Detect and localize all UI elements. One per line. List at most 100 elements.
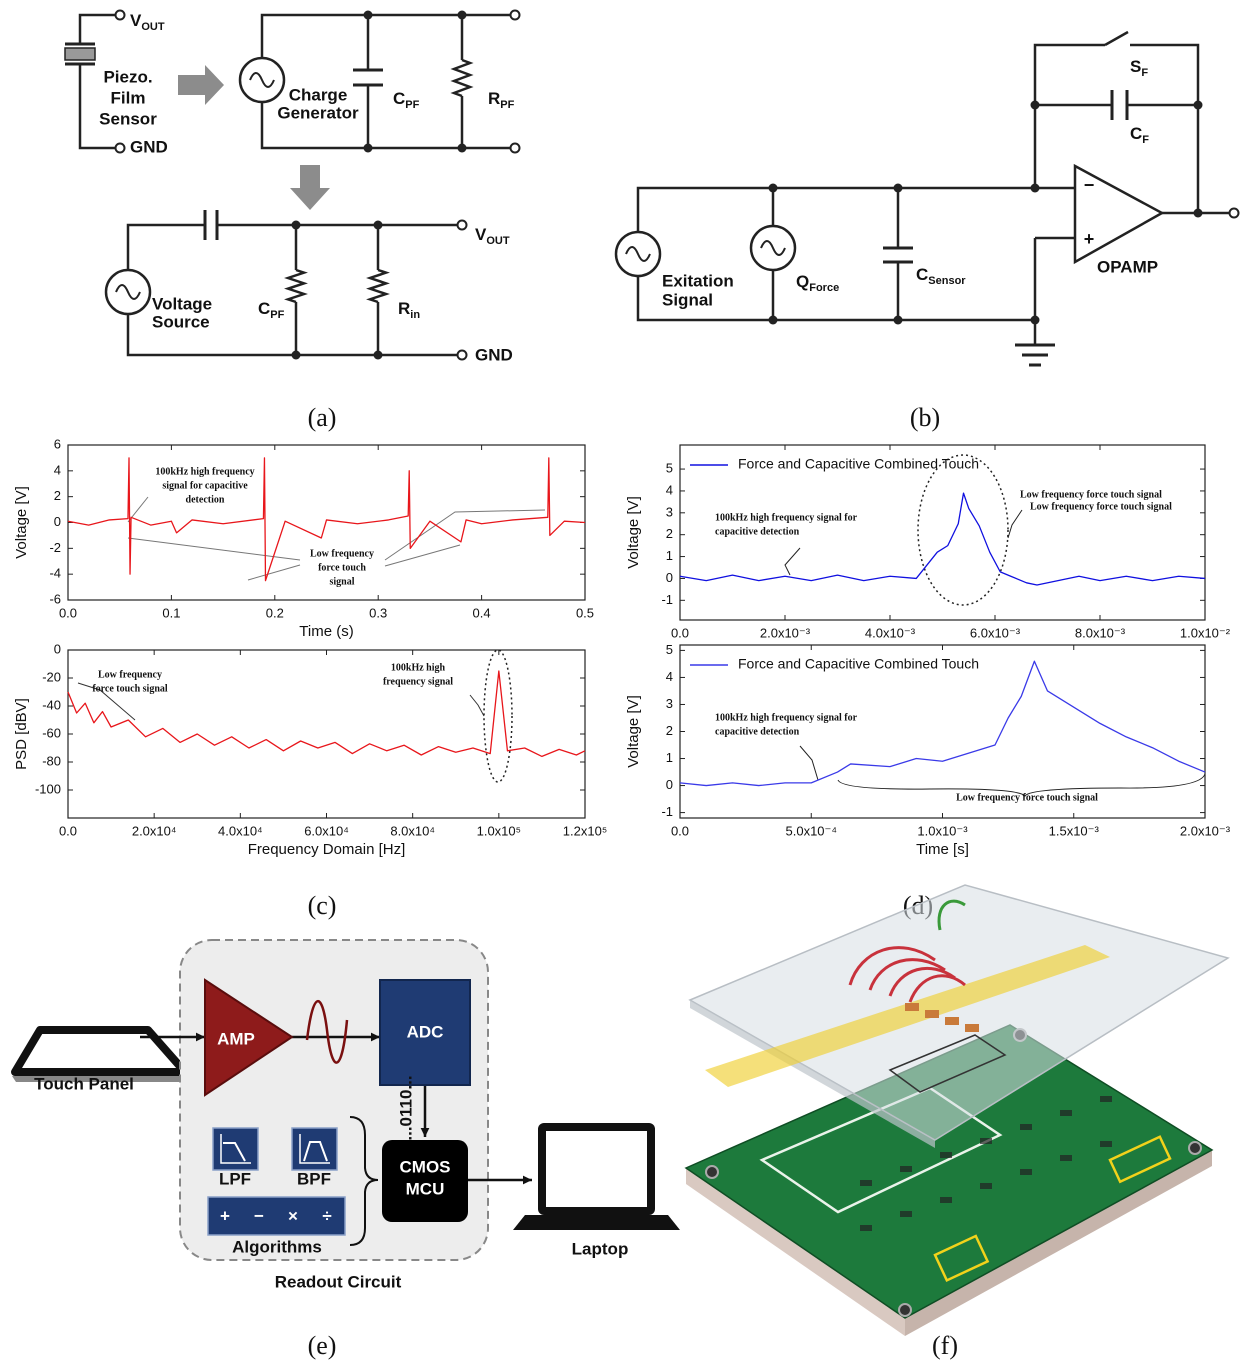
x-axis-label: Frequency Domain [Hz] [248, 841, 406, 858]
wire [638, 188, 1075, 232]
label: 100kHz high frequency signal for [715, 712, 858, 723]
label: RPF [488, 89, 515, 110]
resistor [454, 60, 470, 96]
component [1020, 1169, 1032, 1175]
y-tick-label: 2 [54, 488, 61, 503]
component [860, 1180, 872, 1186]
x-tick-label: 0.0 [671, 823, 689, 838]
y-tick-label: 4 [54, 462, 61, 477]
x-tick-label: 6.0x10⁴ [304, 823, 349, 838]
node-dot [894, 184, 903, 193]
x-tick-label: 8.0x10⁴ [390, 823, 435, 838]
node-dot [769, 316, 778, 325]
y-tick-label: 3 [666, 504, 673, 519]
wire [80, 15, 120, 44]
component [1020, 1124, 1032, 1130]
label: ADC [407, 1022, 444, 1041]
y-tick-label: -2 [49, 540, 61, 555]
wire [1035, 45, 1105, 188]
label: CPF [258, 299, 285, 320]
label: − [1084, 175, 1095, 195]
y-tick-label: 6 [54, 436, 61, 451]
label-sub: PF [500, 99, 514, 111]
label: force touch [318, 562, 366, 573]
node-dot [458, 144, 467, 153]
label: VOUT [130, 11, 165, 32]
x-tick-label: 0.0 [671, 625, 689, 640]
y-tick-label: -100 [35, 781, 61, 796]
component [1060, 1110, 1072, 1116]
y-tick-label: -60 [42, 725, 61, 740]
label: Low frequency [310, 548, 374, 559]
arrow-head [523, 1176, 532, 1185]
label: capacitive detection [715, 726, 800, 737]
component [1100, 1141, 1112, 1147]
label: 100kHz high [391, 662, 446, 673]
callout [785, 548, 800, 575]
label-main: S [1130, 57, 1141, 76]
x-tick-label: 8.0x10⁻³ [1075, 625, 1126, 640]
label: MCU [406, 1179, 445, 1198]
callout [248, 565, 300, 580]
label: frequency signal [383, 676, 453, 687]
x-tick-label: 1.5x10⁻³ [1049, 823, 1100, 838]
label: detection [186, 494, 225, 505]
y-tick-label: 4 [666, 669, 673, 684]
wire [128, 225, 205, 270]
highlight [484, 650, 512, 782]
label: VOUT [475, 225, 510, 246]
label-main: V [475, 225, 487, 244]
component [900, 1211, 912, 1217]
label: Signal [662, 290, 713, 309]
signal-trace [680, 661, 1205, 785]
label: Laptop [572, 1239, 629, 1258]
x-axis-label: Time (s) [299, 623, 353, 640]
component [1060, 1155, 1072, 1161]
node-dot [374, 351, 383, 360]
label-sub: F [1142, 134, 1149, 146]
label: CPF [393, 89, 420, 110]
label: (e) [308, 1331, 337, 1360]
resistor [370, 270, 386, 302]
y-tick-label: 4 [666, 482, 673, 497]
label: Low frequency force touch signal [1020, 489, 1162, 500]
label-sub: Sensor [928, 275, 966, 287]
y-tick-label: -4 [49, 566, 61, 581]
y-tick-label: 3 [666, 696, 673, 711]
terminal [458, 351, 467, 360]
wire [262, 15, 515, 58]
label-main: C [1130, 124, 1142, 143]
x-tick-label: 1.2x10⁵ [563, 823, 607, 838]
y-tick-label: -80 [42, 753, 61, 768]
y-tick-label: 2 [666, 526, 673, 541]
x-tick-label: 4.0x10⁴ [218, 823, 263, 838]
y-axis-label: Voltage [V] [625, 695, 642, 768]
label: Voltage [152, 294, 212, 313]
x-tick-label: 4.0x10⁻³ [865, 625, 916, 640]
label: CSensor [916, 265, 966, 286]
label: (a) [308, 403, 337, 432]
label: QForce [796, 272, 839, 293]
label-main: R [488, 89, 500, 108]
label: Film [111, 88, 146, 107]
label-main: C [916, 265, 928, 284]
label: Charge [289, 85, 348, 104]
x-axis-label: Time [s] [916, 841, 969, 858]
y-tick-label: 1 [666, 548, 673, 563]
arrow-down [290, 165, 330, 210]
node-dot [894, 316, 903, 325]
component [940, 1197, 952, 1203]
label: GND [475, 345, 513, 364]
node-dot [364, 11, 373, 20]
label: Piezo. [103, 67, 152, 86]
label: capacitive detection [715, 526, 800, 537]
terminal [1230, 209, 1239, 218]
connector-pad [945, 1017, 959, 1025]
y-tick-label: 2 [666, 723, 673, 738]
label-sub: OUT [141, 21, 165, 33]
mount-hole [899, 1304, 911, 1316]
callout [385, 510, 545, 560]
x-tick-label: 6.0x10⁻³ [970, 625, 1021, 640]
label: Low frequency [98, 669, 162, 680]
label: × [288, 1206, 298, 1225]
